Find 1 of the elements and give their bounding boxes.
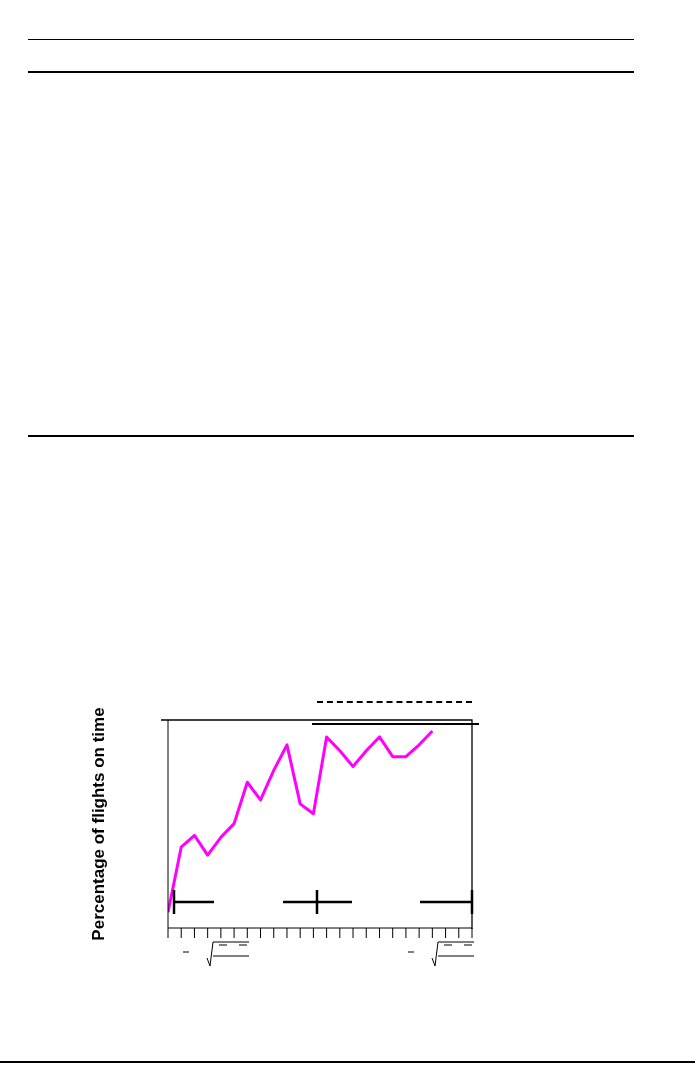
y-axis-title: Percentage of flights on time — [89, 707, 109, 941]
